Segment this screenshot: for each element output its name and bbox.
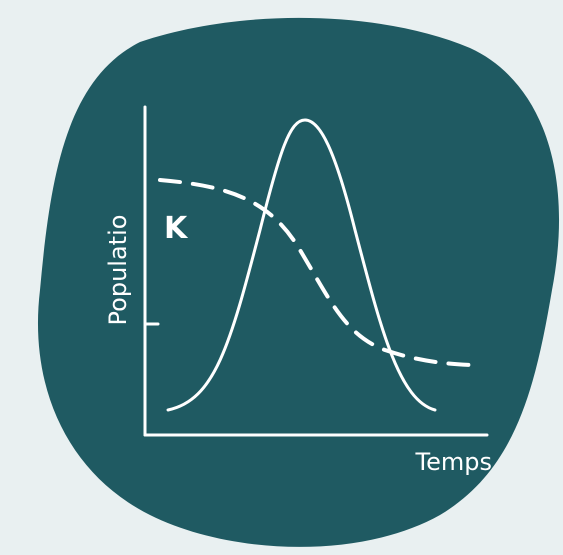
k-label: K bbox=[164, 211, 189, 246]
y-axis-label: Populatio bbox=[104, 215, 132, 326]
x-axis-label: Temps bbox=[415, 448, 492, 476]
population-bell-curve bbox=[166, 118, 437, 412]
carrying-capacity-dashed-curve bbox=[158, 178, 472, 367]
background-blob bbox=[37, 17, 560, 547]
